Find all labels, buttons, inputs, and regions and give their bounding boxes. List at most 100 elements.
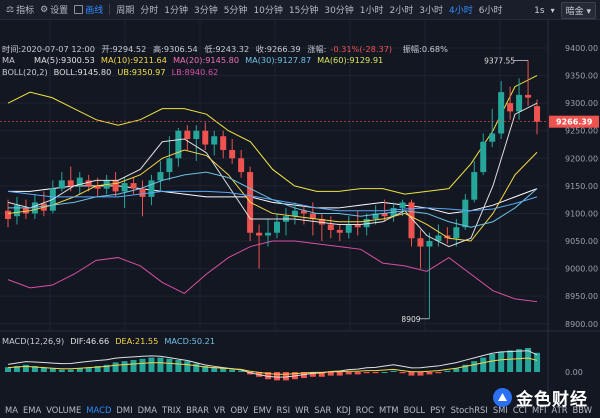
indicator-tab[interactable]: EMV bbox=[253, 405, 272, 415]
indicator-tab[interactable]: ROC bbox=[355, 405, 374, 415]
macd-histogram-bar bbox=[49, 368, 56, 372]
macd-histogram-bar bbox=[534, 352, 541, 372]
seconds-toggle[interactable]: 1s bbox=[534, 5, 545, 16]
watermark-text: 金色财经 bbox=[516, 390, 588, 410]
toolbar-divider bbox=[109, 4, 111, 15]
indicator-tab[interactable]: RSI bbox=[276, 405, 291, 415]
macd-histogram-bar bbox=[480, 357, 487, 372]
boll-mid-value: BOLL:9145.80 bbox=[53, 67, 112, 77]
ma10-value: MA(10):9211.64 bbox=[100, 55, 167, 65]
indicator-tab[interactable]: CCI bbox=[512, 405, 527, 415]
indicator-tab[interactable]: VOLUME bbox=[46, 405, 82, 415]
indicator-tab[interactable]: VR bbox=[213, 405, 226, 415]
period-tab[interactable]: 3分钟 bbox=[193, 6, 218, 16]
indicator-tab[interactable]: DMI bbox=[116, 405, 133, 415]
macd-histogram-bar bbox=[5, 367, 11, 372]
candle-body bbox=[139, 188, 146, 197]
candle-body bbox=[354, 224, 361, 228]
macd-histogram-bar bbox=[525, 348, 532, 372]
indicator-tab[interactable]: ATR bbox=[551, 405, 568, 415]
period-tab[interactable]: 10分钟 bbox=[253, 6, 283, 16]
indicator-tab[interactable]: StochRSI bbox=[450, 405, 488, 415]
indicator-tab[interactable]: KDJ bbox=[336, 405, 351, 415]
macd-histogram-bar bbox=[94, 366, 101, 372]
period-tab[interactable]: 6小时 bbox=[478, 6, 503, 16]
candle-body bbox=[130, 183, 137, 189]
period-tab[interactable]: 分时 bbox=[140, 6, 159, 16]
indicator-tab[interactable]: TRIX bbox=[161, 405, 182, 415]
candle-body bbox=[435, 235, 442, 242]
indicator-tab[interactable]: EMA bbox=[22, 405, 42, 415]
macd-macd-value: MACD:50.21 bbox=[164, 336, 216, 346]
macd-histogram-bar bbox=[229, 369, 236, 372]
indicator-button[interactable]: ⚖ 指标 bbox=[6, 3, 34, 17]
period-tab[interactable]: 30分钟 bbox=[324, 6, 354, 16]
period-tab[interactable]: 1小时 bbox=[359, 6, 384, 16]
drawing-button[interactable]: 画线 bbox=[74, 3, 103, 16]
ohlc-open: 开:9294.52 bbox=[101, 44, 147, 54]
indicator-tab[interactable]: PSY bbox=[430, 405, 446, 415]
period-tab[interactable]: 15分钟 bbox=[288, 6, 319, 16]
candle-body bbox=[300, 210, 307, 214]
candle-body bbox=[309, 213, 316, 219]
macd-histogram-bar bbox=[184, 361, 191, 372]
macd-histogram-bar bbox=[40, 367, 47, 372]
current-price-badge bbox=[549, 115, 599, 128]
indicator-tab[interactable]: SAR bbox=[314, 405, 332, 415]
ohlc-high: 高:9306.54 bbox=[152, 44, 198, 54]
settings-button[interactable]: ⚙ 设置 bbox=[40, 3, 68, 17]
current-price-label: 9266.39 bbox=[556, 118, 593, 127]
macd-histogram-bar bbox=[76, 368, 83, 372]
indicator-tab[interactable]: BOLL bbox=[403, 405, 426, 415]
low-marker-label: 8909 bbox=[401, 315, 420, 324]
candle-body bbox=[22, 207, 29, 214]
candle-body bbox=[265, 232, 272, 236]
macd-histogram-bar bbox=[130, 360, 137, 372]
candle-body bbox=[148, 180, 155, 197]
period-tab[interactable]: 5分钟 bbox=[223, 6, 248, 16]
indicator-tab[interactable]: BRAR bbox=[186, 405, 209, 415]
candle-body bbox=[229, 150, 236, 159]
gear-icon: ⚙ bbox=[40, 4, 49, 15]
candle-body bbox=[184, 130, 191, 139]
indicator-tab[interactable]: SMI bbox=[492, 405, 508, 415]
macd-histogram-bar bbox=[363, 372, 370, 374]
macd-histogram-bar bbox=[327, 372, 334, 376]
theme-select[interactable]: 暗金 ▾ bbox=[560, 2, 596, 19]
indicator-tab[interactable]: DMA bbox=[137, 405, 157, 415]
macd-histogram-bar bbox=[238, 370, 245, 372]
ohlc-time: 时间:2020-07-07 12:00 bbox=[2, 44, 95, 54]
macd-histogram-bar bbox=[112, 362, 119, 372]
candle-body bbox=[471, 172, 478, 200]
macd-histogram-bar bbox=[498, 351, 505, 372]
boll-label: BOLL(20,2) bbox=[2, 67, 48, 77]
macd-histogram-bar bbox=[175, 360, 182, 372]
macd-histogram-bar bbox=[309, 372, 316, 377]
indicator-tab[interactable]: MFI bbox=[532, 405, 547, 415]
chevron-down-icon[interactable]: ▾ bbox=[550, 6, 555, 15]
candle-body bbox=[336, 229, 343, 233]
indicator-tab[interactable]: MACD bbox=[86, 405, 112, 415]
macd-label: MACD(12,26,9) bbox=[2, 336, 65, 346]
indicator-tab[interactable]: MA bbox=[5, 405, 18, 415]
candle-body bbox=[76, 177, 83, 186]
macd-histogram-bar bbox=[121, 361, 128, 372]
macd-histogram-bar bbox=[67, 369, 74, 372]
macd-histogram-bar bbox=[453, 368, 460, 372]
period-tab[interactable]: 2小时 bbox=[389, 6, 414, 16]
period-tab-active[interactable]: 4小时 bbox=[449, 6, 473, 16]
indicator-tab[interactable]: BBW bbox=[572, 405, 593, 415]
boll-legend: BOLL(20,2) BOLL:9145.80 UB:9350.97 LB:89… bbox=[2, 67, 218, 77]
macd-zero-label: 0.00 bbox=[565, 368, 583, 377]
macd-histogram-bar bbox=[220, 368, 227, 372]
period-tab[interactable]: 1分钟 bbox=[164, 6, 188, 16]
period-tab[interactable]: 3小时 bbox=[419, 6, 443, 16]
macd-histogram-bar bbox=[354, 372, 361, 375]
indicator-tab[interactable]: MTM bbox=[378, 405, 399, 415]
indicator-tab[interactable]: OBV bbox=[230, 405, 249, 415]
indicator-tab[interactable]: WR bbox=[295, 405, 310, 415]
candle-body bbox=[507, 103, 514, 112]
candle-body bbox=[462, 199, 469, 228]
ohlc-change: 涨幅: -0.31%(-28.37) bbox=[307, 44, 396, 54]
